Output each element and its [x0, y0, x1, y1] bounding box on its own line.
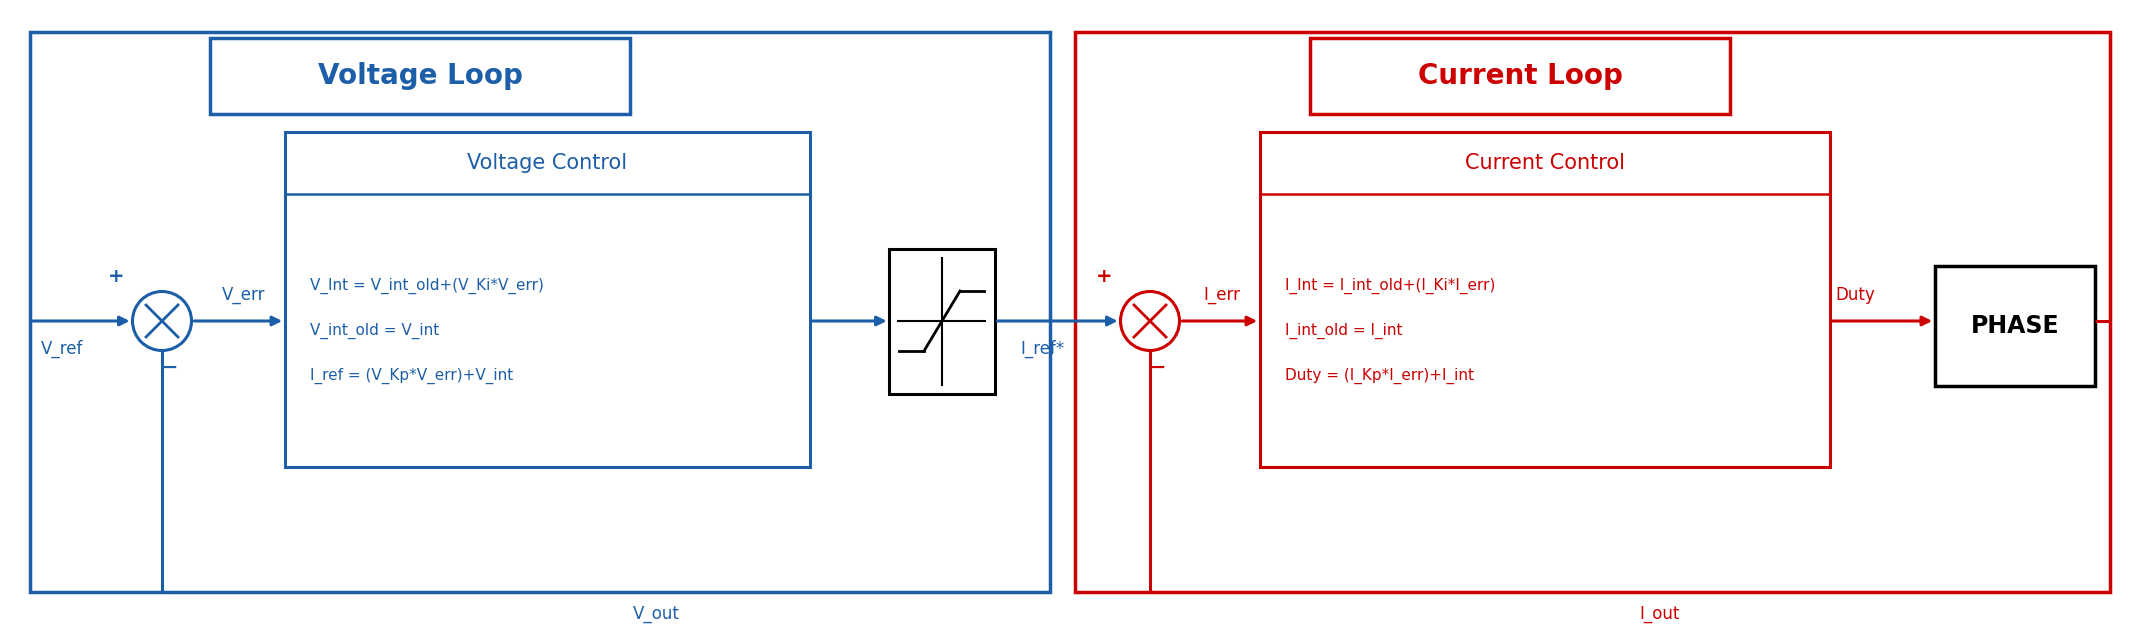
- Text: Current Loop: Current Loop: [1417, 62, 1623, 90]
- Bar: [890, 248, 995, 394]
- Bar: [285, 132, 810, 467]
- Text: V_int_old = V_int: V_int_old = V_int: [311, 322, 440, 338]
- Bar: [1074, 32, 2110, 592]
- Text: V_ref: V_ref: [41, 340, 84, 358]
- Bar: [30, 32, 1051, 592]
- Text: −: −: [161, 358, 178, 376]
- Circle shape: [133, 291, 191, 351]
- Text: V_out: V_out: [632, 605, 680, 623]
- Text: Voltage Loop: Voltage Loop: [317, 62, 523, 90]
- Text: +: +: [107, 268, 124, 286]
- Bar: [210, 38, 630, 114]
- Circle shape: [1121, 291, 1179, 351]
- Text: I_int_old = I_int: I_int_old = I_int: [1284, 322, 1402, 338]
- Text: V_Int = V_int_old+(V_Ki*V_err): V_Int = V_int_old+(V_Ki*V_err): [311, 277, 545, 293]
- Bar: [1261, 132, 1831, 467]
- Text: I_out: I_out: [1640, 605, 1681, 623]
- Bar: [1936, 266, 2095, 386]
- Text: I_ref = (V_Kp*V_err)+V_int: I_ref = (V_Kp*V_err)+V_int: [311, 367, 512, 384]
- Text: V_err: V_err: [221, 286, 266, 304]
- Text: Voltage Control: Voltage Control: [467, 153, 628, 173]
- Text: Current Control: Current Control: [1464, 153, 1625, 173]
- Text: −: −: [1149, 358, 1166, 376]
- Text: Duty = (I_Kp*I_err)+I_int: Duty = (I_Kp*I_err)+I_int: [1284, 367, 1473, 384]
- Text: PHASE: PHASE: [1970, 314, 2060, 338]
- Text: Duty: Duty: [1835, 286, 1874, 304]
- Text: I_err: I_err: [1203, 286, 1239, 304]
- Text: I_ref*: I_ref*: [1021, 340, 1066, 358]
- Text: +: +: [1096, 268, 1113, 286]
- Text: I_Int = I_int_old+(I_Ki*I_err): I_Int = I_int_old+(I_Ki*I_err): [1284, 277, 1494, 293]
- Bar: [1310, 38, 1730, 114]
